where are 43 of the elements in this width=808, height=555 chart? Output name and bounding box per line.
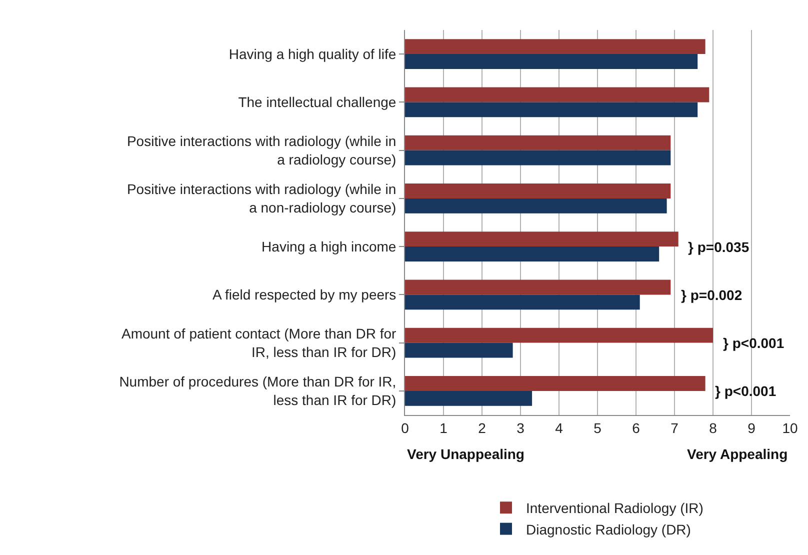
y-tick-label: Positive interactions with radiology (while in a non-radiology course) (126, 181, 396, 216)
bar (405, 342, 513, 358)
bar (405, 390, 532, 406)
text: Very Appealing (687, 446, 788, 462)
bar (405, 87, 710, 102)
bar (405, 328, 713, 343)
x-tick-label: 9 (748, 420, 756, 436)
bar (405, 280, 671, 295)
x-tick-label: 0 (401, 420, 410, 436)
x-tick-label: 2 (478, 420, 486, 436)
x-tick-label: 7 (670, 420, 679, 436)
bar (405, 150, 671, 166)
bar (405, 198, 667, 214)
x-tick-label: 1 (440, 420, 448, 436)
bar (405, 102, 698, 118)
text: Very Unappealing (407, 446, 524, 462)
bar (405, 232, 678, 247)
y-tick-label: Amount of patient contact (More than DR for IR, less than IR for DR) (121, 326, 397, 360)
bar (405, 135, 671, 150)
x-tick-label: 6 (632, 420, 640, 436)
y-tick-label: A field respected by my peers (212, 286, 396, 303)
x-tick-label: 10 (782, 420, 798, 436)
annotation: } p=0.002 (681, 287, 742, 303)
bar (405, 184, 671, 198)
annotation: } p=0.035 (688, 239, 750, 255)
x-tick-label: 3 (516, 420, 525, 436)
y-tick-label: The intellectual challenge (238, 94, 396, 110)
bar (405, 294, 640, 310)
y-tick-label: Number of procedures (More than DR for IR, less than IR for DR) (119, 374, 396, 408)
bar (405, 246, 660, 262)
y-tick-label: Having a high quality of life (228, 46, 396, 62)
bar (405, 54, 698, 69)
annotation: } p<0.001 (715, 383, 776, 399)
x-tick-label: 4 (555, 420, 564, 436)
y-tick-label: Having a high income (262, 238, 396, 254)
legend-label: Interventional Radiology (IR) (526, 500, 704, 516)
x-tick-label: 8 (709, 420, 718, 436)
legend-label: Diagnostic Radiology (DR) (526, 521, 691, 538)
y-tick-label: Positive interactions with radiology (while in a radiology course) (126, 133, 396, 168)
x-tick-label: 5 (594, 420, 602, 436)
bar (405, 376, 706, 391)
bar (405, 39, 706, 54)
annotation: } p<0.001 (723, 335, 784, 351)
